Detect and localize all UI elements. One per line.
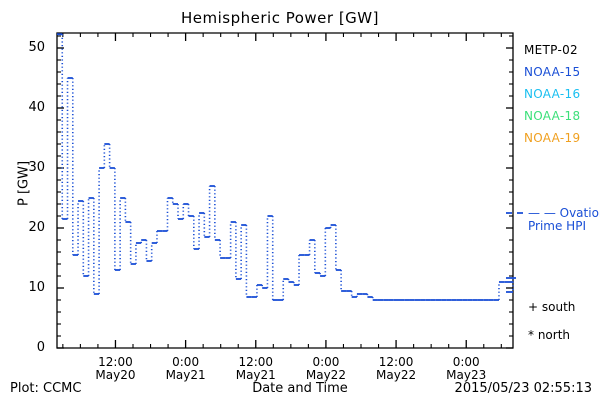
axis-ticks	[57, 33, 513, 349]
series-legend: METP-02 NOAA-15 NOAA-16 NOAA-18 NOAA-19	[524, 43, 580, 153]
y-tick-label: 10	[28, 280, 45, 295]
x-tick-time: 0:00	[452, 355, 480, 369]
x-tick-time: 0:00	[312, 355, 340, 369]
x-tick-label: 12:00 May20	[75, 356, 155, 382]
x-tick-date: May21	[165, 368, 206, 382]
x-tick-date: May22	[376, 368, 417, 382]
x-tick-label: 12:00 May22	[356, 356, 436, 382]
y-tick-label: 50	[28, 40, 45, 55]
legend-entry-noaa-19: NOAA-19	[524, 131, 581, 145]
x-tick-date: May23	[446, 368, 487, 382]
y-tick-label: 0	[36, 340, 45, 355]
marker-note-south: + south	[528, 300, 576, 314]
x-tick-date: May21	[235, 368, 276, 382]
x-axis-label: Date and Time	[252, 381, 348, 396]
x-tick-time: 12:00	[238, 355, 274, 369]
legend-entry-noaa-15: NOAA-15	[524, 65, 581, 79]
page-title: Hemispheric Power [GW]	[181, 9, 379, 27]
ovation-prime-legend: — — Ovation Prime HPI	[528, 207, 600, 233]
legend-entry-noaa-18: NOAA-18	[524, 109, 581, 123]
x-tick-date: May20	[95, 368, 136, 382]
timestamp: 2015/05/23 02:55:13	[454, 381, 592, 396]
legend-entry-noaa-16: NOAA-16	[524, 87, 581, 101]
x-tick-label: 0:00 May23	[426, 356, 506, 382]
x-tick-time: 0:00	[172, 355, 200, 369]
marker-note-north: * north	[528, 328, 571, 342]
ovation-legend-line2: Prime HPI	[528, 219, 586, 233]
legend-swatches	[506, 212, 527, 293]
x-tick-label: 0:00 May22	[286, 356, 366, 382]
x-tick-label: 12:00 May21	[216, 356, 296, 382]
legend-entry-metp-02: METP-02	[524, 43, 578, 57]
y-tick-label: 40	[28, 100, 45, 115]
y-tick-label: 20	[28, 220, 45, 235]
data-series	[57, 33, 513, 301]
ovation-legend-line1: — — Ovation	[528, 206, 600, 220]
x-tick-time: 12:00	[378, 355, 414, 369]
plot-credit: Plot: CCMC	[10, 381, 82, 396]
x-tick-time: 12:00	[98, 355, 133, 369]
x-tick-label: 0:00 May21	[146, 356, 226, 382]
x-tick-date: May22	[305, 368, 346, 382]
y-tick-label: 30	[28, 160, 45, 175]
